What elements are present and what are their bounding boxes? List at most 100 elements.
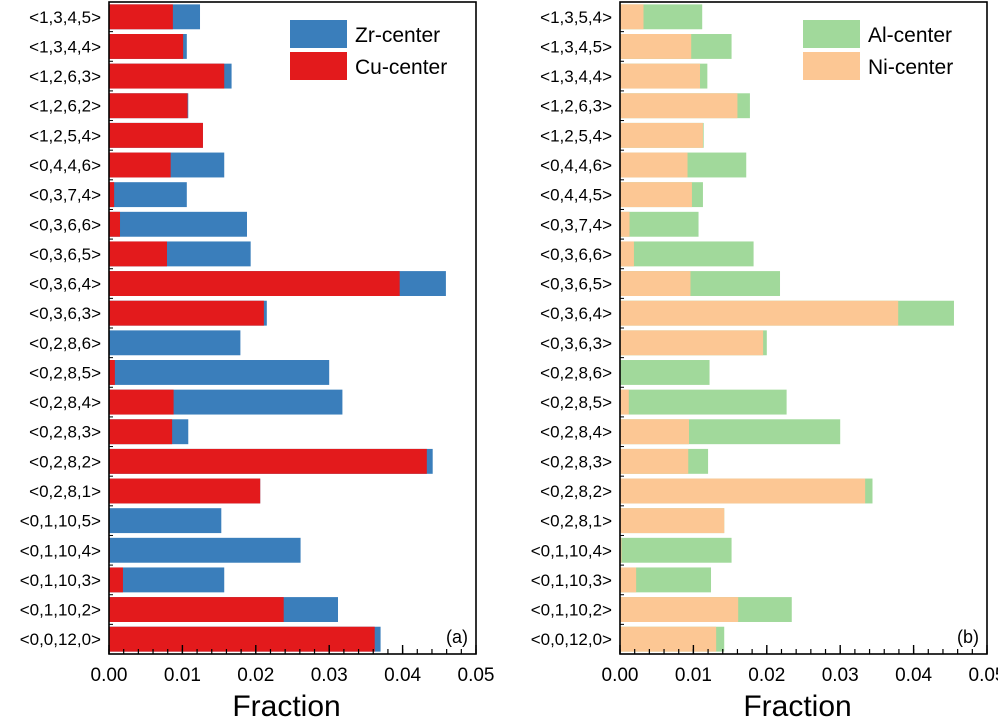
category-label: <0,2,8,3> <box>540 452 612 471</box>
legend-swatch <box>290 20 347 48</box>
category-label: <1,2,6,2> <box>29 97 101 116</box>
category-label: <0,1,10,5> <box>20 512 101 531</box>
x-tick-label: 0.00 <box>91 665 128 686</box>
bar-cu-center-2 <box>109 63 225 89</box>
category-label: <0,2,8,2> <box>29 452 101 471</box>
category-label: <0,3,6,3> <box>29 304 101 323</box>
bar-zr-center-6 <box>109 182 187 208</box>
category-label: <0,2,8,6> <box>29 334 101 353</box>
category-label: <0,3,7,4> <box>29 186 101 205</box>
x-tick-label: 0.02 <box>237 665 274 686</box>
bar-cu-center-19 <box>109 567 123 593</box>
bar-cu-center-13 <box>109 389 174 415</box>
bar-cu-center-14 <box>109 419 173 445</box>
bar-ni-center-9 <box>620 271 691 296</box>
x-tick-label: 0.01 <box>675 665 712 686</box>
category-label: <1,2,5,4> <box>29 126 101 145</box>
bar-cu-center-12 <box>109 360 115 385</box>
category-label: <0,4,4,5> <box>540 186 612 205</box>
x-tick-label: 0.04 <box>895 665 932 686</box>
category-label: <1,3,5,4> <box>540 8 612 27</box>
bar-cu-center-5 <box>109 152 171 178</box>
bar-cu-center-0 <box>109 4 173 30</box>
bar-ni-center-2 <box>620 63 701 89</box>
category-label: <0,2,8,4> <box>540 423 612 442</box>
category-label: <0,4,4,6> <box>540 156 612 175</box>
plot-frame <box>108 1 477 655</box>
bar-ni-center-1 <box>620 34 692 59</box>
x-axis-title: Fraction <box>232 690 340 722</box>
category-label: <1,2,5,4> <box>540 126 612 145</box>
bar-ni-center-8 <box>620 241 634 267</box>
category-label: <0,1,10,2> <box>20 601 101 620</box>
bar-cu-center-7 <box>109 211 121 237</box>
x-axis-title: Fraction <box>743 690 851 722</box>
x-tick-label: 0.05 <box>969 665 998 686</box>
bar-ni-center-15 <box>620 448 689 474</box>
legend-swatch <box>290 52 347 80</box>
bar-ni-center-10 <box>620 300 899 326</box>
legend-label: Zr-center <box>355 24 440 47</box>
bar-zr-center-17 <box>109 508 222 534</box>
bar-ni-center-11 <box>620 330 764 356</box>
category-label: <0,0,12,0> <box>531 630 612 649</box>
bar-ni-center-4 <box>620 122 703 148</box>
x-tick-label: 0.03 <box>822 665 859 686</box>
category-label: <0,1,10,4> <box>531 541 612 560</box>
bar-zr-center-7 <box>109 211 247 237</box>
category-label: <0,3,6,3> <box>540 334 612 353</box>
bar-ni-center-0 <box>620 4 644 30</box>
bar-al-center-13 <box>620 389 787 415</box>
bar-ni-center-5 <box>620 152 688 178</box>
category-label: <0,3,6,6> <box>540 245 612 264</box>
bar-ni-center-20 <box>620 597 739 622</box>
x-tick-label: 0.01 <box>164 665 201 686</box>
category-label: <0,3,7,4> <box>540 215 612 234</box>
bar-ni-center-3 <box>620 93 738 119</box>
bar-cu-center-3 <box>109 93 188 119</box>
category-label: <0,1,10,3> <box>531 571 612 590</box>
category-label: <1,3,4,4> <box>29 37 101 56</box>
plot-frame <box>619 1 988 655</box>
bar-ni-center-13 <box>620 389 629 415</box>
category-label: <0,1,10,3> <box>20 571 101 590</box>
bar-cu-center-21 <box>109 626 375 652</box>
category-label: <1,3,4,5> <box>540 37 612 56</box>
legend-label: Ni-center <box>868 56 953 79</box>
panel-label: (b) <box>957 627 979 647</box>
panel-label: (a) <box>446 627 468 647</box>
category-label: <0,3,6,5> <box>29 245 101 264</box>
bar-al-center-8 <box>620 241 754 267</box>
bar-ni-center-7 <box>620 211 630 237</box>
x-tick-label: 0.00 <box>602 665 639 686</box>
category-label: <0,2,8,1> <box>540 512 612 531</box>
category-label: <0,3,6,5> <box>540 275 612 294</box>
bar-zr-center-19 <box>109 567 225 593</box>
category-label: <0,1,10,2> <box>531 601 612 620</box>
panel-b: <1,3,5,4> <1,3,4,5> <1,3,4,4> <1,2,6,3> <1,2… <box>531 1 998 722</box>
bar-cu-center-4 <box>109 122 203 148</box>
category-label: <0,4,4,6> <box>29 156 101 175</box>
bar-al-center-7 <box>620 211 699 237</box>
category-label: <0,3,6,6> <box>29 215 101 234</box>
x-tick-label: 0.02 <box>748 665 785 686</box>
category-label: <0,2,8,4> <box>29 393 101 412</box>
bar-cu-center-16 <box>109 478 261 504</box>
bar-cu-center-8 <box>109 241 167 267</box>
legend-label: Al-center <box>868 24 952 47</box>
bar-zr-center-11 <box>109 330 241 356</box>
bar-cu-center-6 <box>109 182 115 208</box>
category-label: <0,2,8,3> <box>29 423 101 442</box>
bar-cu-center-1 <box>109 34 184 59</box>
category-label: <1,2,6,3> <box>540 97 612 116</box>
x-tick-label: 0.03 <box>311 665 348 686</box>
legend-swatch <box>803 52 860 80</box>
category-label: <0,2,8,5> <box>29 363 101 382</box>
category-label: <0,2,8,6> <box>540 363 612 382</box>
legend-swatch <box>803 20 860 48</box>
bar-ni-center-16 <box>620 478 866 504</box>
category-label: <0,1,10,4> <box>20 541 101 560</box>
category-label: <0,2,8,5> <box>540 393 612 412</box>
bar-ni-center-17 <box>620 508 725 534</box>
